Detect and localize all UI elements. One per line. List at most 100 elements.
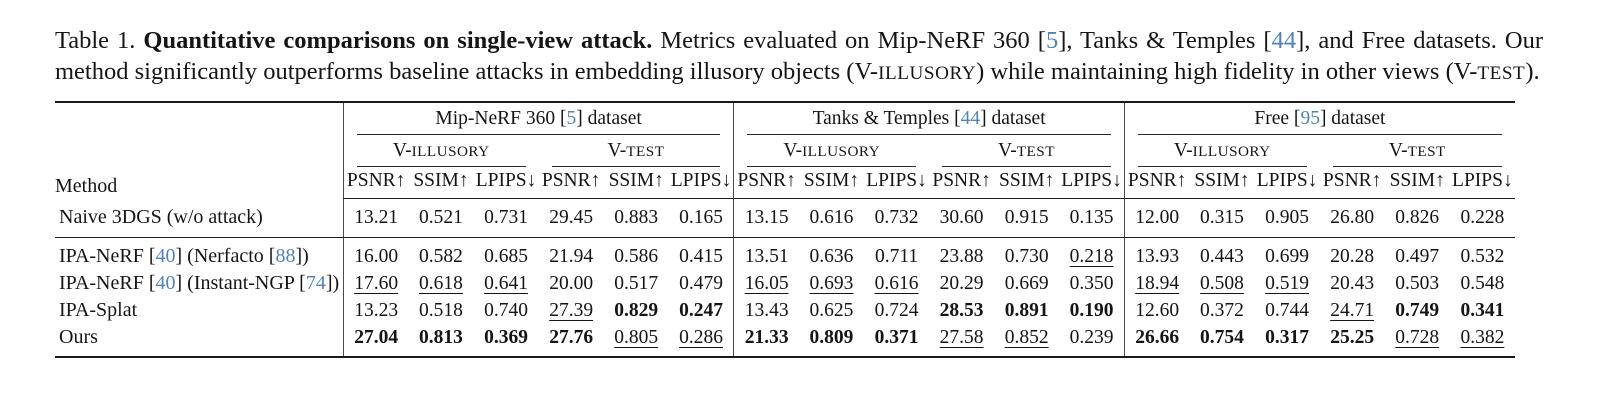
metric-value-cell: 13.93 [1123,237,1190,271]
metric-value-cell: 0.618 [408,270,473,297]
metric-value-cell: 0.711 [864,238,929,271]
metric-value-cell: 23.88 [929,238,994,271]
metric-value-cell: 0.190 [1059,297,1124,324]
citation-link[interactable]: 40 [155,245,176,268]
metric-value: 0.852 [1004,326,1049,348]
metric-value: 21.33 [744,326,789,348]
metric-value-cell: 21.94 [539,238,604,271]
metric-value: 0.517 [614,272,659,294]
metric-value-cell: 0.479 [669,270,734,297]
metric-value-cell: 0.369 [474,324,539,357]
header-row-metrics: PSNR↑ SSIM↑ LPIPS↓ PSNR↑ SSIM↑ LPIPS↓ PSNR↑ SSI… [55,166,1515,199]
table-row: IPA-NeRF [40] (Instant-NGP [74]) 17.60 0.6… [55,270,1515,298]
metric-value: 0.754 [1200,326,1244,348]
metric-value-cell: 0.497 [1385,238,1450,271]
column-header-method: Method [55,175,118,198]
metric-value: 18.94 [1135,272,1180,294]
citation-link[interactable]: 5 [566,107,577,129]
subheader-v-test: V-TEST [1320,135,1515,167]
text-segment: Metrics evaluated on Mip-NeRF 360 [ [652,27,1046,54]
metric-value-cell: 0.247 [669,297,734,324]
metric-value-cell: 0.669 [994,270,1059,297]
metric-value-cell: 20.29 [929,270,994,297]
text-segment: TEST [1407,142,1446,160]
metric-header: LPIPS↓ [668,166,734,199]
table-body: Naive 3DGS (w/o attack) 13.21 0.521 0.731 29… [55,198,1515,358]
metric-value: 26.80 [1330,206,1375,228]
citation-link[interactable]: 40 [155,272,176,295]
metric-value-cell: 0.641 [474,270,539,297]
citation-link[interactable]: 88 [275,245,296,268]
metric-value: 0.548 [1460,272,1505,294]
metric-value-cell: 18.94 [1123,270,1190,298]
metric-value: 0.699 [1265,245,1309,267]
metric-header: PSNR↑ [1123,166,1190,199]
metric-value-cell: 0.521 [408,198,474,239]
metric-value: 13.43 [744,299,789,321]
text-segment: ], Tanks & Temples [ [1058,27,1272,54]
metric-value-cell: 27.76 [539,324,604,357]
metric-header: SSIM↑ [408,166,474,199]
metric-value: 29.45 [549,206,594,228]
metric-value-cell: 27.39 [539,297,604,324]
metric-value: 0.286 [679,326,723,348]
citation-link[interactable]: 44 [960,107,981,129]
metric-value-cell: 0.754 [1189,324,1254,357]
metric-value-cell: 12.00 [1123,198,1190,239]
metric-value-cell: 0.228 [1449,198,1515,239]
metric-value: 0.521 [419,206,463,228]
metric-value: 0.247 [679,299,723,321]
table-head: Method Mip-NeRF 360 [5] dataset Tanks & Te… [55,101,1515,199]
text-segment: ] dataset [1319,107,1386,129]
metric-value: 21.94 [549,245,594,267]
metric-value-cell: 0.852 [994,324,1059,357]
metric-value-cell: 0.518 [408,297,473,324]
metric-value-cell: 0.685 [474,238,539,271]
text-segment: IPA-NeRF [ [59,272,156,295]
metric-value: 13.21 [354,206,399,228]
metric-value-cell: 0.519 [1255,270,1320,297]
metric-value-cell: 0.809 [799,324,864,357]
metric-value-cell: 0.350 [1059,270,1124,297]
metric-value-cell: 17.60 [342,270,409,298]
metric-value-cell: 0.532 [1450,238,1515,271]
subheader-v-test: V-TEST [539,135,734,167]
text-segment: ) while maintaining high fidelity in oth… [976,57,1478,85]
citation-link[interactable]: 95 [1300,107,1320,129]
metric-value: 0.809 [809,326,854,348]
metric-value: 0.372 [1200,299,1244,321]
metric-value-cell: 0.616 [864,270,929,297]
citation-link[interactable]: 44 [1271,27,1297,54]
metric-value: 0.740 [484,299,528,321]
metric-value-cell: 16.00 [342,237,409,271]
metric-value: 13.51 [744,245,789,267]
metric-value: 0.443 [1200,245,1244,267]
metric-value: 0.731 [484,206,528,228]
metric-value: 0.711 [874,245,919,267]
citation-link[interactable]: 74 [305,272,326,295]
metric-value: 20.29 [939,272,984,294]
subheader-v-test: V-TEST [929,135,1124,167]
header-row-datasets: Method Mip-NeRF 360 [5] dataset Tanks & Te… [55,101,1515,197]
metric-header: LPIPS↓ [1254,166,1320,199]
metric-value: 12.00 [1135,206,1180,228]
metric-value: 16.05 [744,272,789,294]
citation-link[interactable]: 5 [1045,27,1059,54]
metric-value-cell: 0.508 [1189,270,1254,297]
metric-value: 26.66 [1135,326,1180,348]
metric-value: 0.813 [419,326,463,348]
text-segment: ]) [295,245,309,268]
text-segment: ] (Nerfacto [ [175,245,276,268]
metric-value-cell: 28.53 [929,297,994,324]
metric-value-cell: 0.805 [604,324,669,357]
metric-value: 0.369 [484,326,528,348]
metric-value: 0.239 [1069,326,1114,348]
metric-value: 27.04 [354,326,399,348]
dataset-group-header: Tanks & Temples [44] dataset [733,101,1125,135]
metric-value: 24.71 [1330,299,1375,321]
metric-value: 0.728 [1395,326,1440,348]
metric-value: 13.23 [354,299,399,321]
metric-value: 13.93 [1135,245,1180,267]
metric-value: 0.826 [1395,206,1440,228]
method-cell: Naive 3DGS (w/o attack) [55,198,344,239]
